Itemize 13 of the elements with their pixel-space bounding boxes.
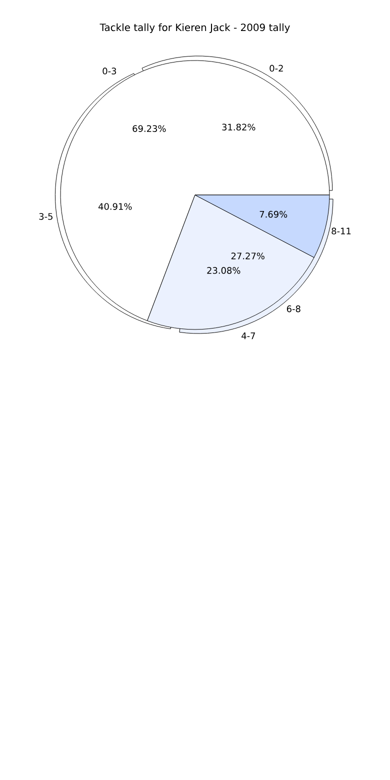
- data-label: 27.27%: [231, 252, 264, 260]
- slice-label: 4-7: [242, 332, 255, 340]
- slice-label: 3-5: [39, 213, 52, 220]
- chart-title: Tackle tally for Kieren Jack - 2009 tally: [100, 23, 290, 34]
- slice-label: 8-11: [332, 228, 351, 234]
- slice-label: 0-2: [270, 64, 283, 72]
- data-label: 69.23%: [132, 125, 166, 132]
- data-label: 23.08%: [207, 267, 240, 274]
- slice-label: 6-8: [286, 305, 300, 312]
- slice-label: 0-3: [102, 68, 116, 74]
- data-label: 40.91%: [98, 203, 132, 210]
- data-label: 7.69%: [260, 210, 288, 218]
- data-label: 31.82%: [222, 124, 256, 130]
